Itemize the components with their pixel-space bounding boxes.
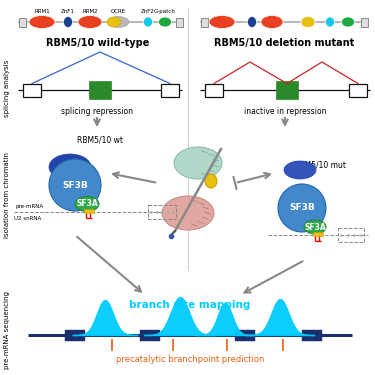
Text: OCRE: OCRE	[110, 9, 126, 14]
Text: branch site mapping: branch site mapping	[129, 300, 251, 310]
Bar	[276, 81, 298, 99]
Ellipse shape	[304, 220, 326, 234]
Ellipse shape	[49, 154, 91, 180]
Text: SF3B: SF3B	[62, 180, 88, 189]
Ellipse shape	[209, 15, 235, 28]
Text: RBM5/10 deletion mutant: RBM5/10 deletion mutant	[214, 38, 354, 48]
Text: isolation from chromatin: isolation from chromatin	[4, 152, 10, 238]
Text: inactive in repression: inactive in repression	[244, 107, 326, 116]
Bar	[302, 330, 322, 340]
Ellipse shape	[248, 16, 256, 27]
Circle shape	[278, 184, 326, 232]
Bar	[23, 84, 41, 96]
Text: SF3A: SF3A	[76, 200, 98, 208]
Bar	[18, 18, 26, 27]
Text: ZnF2: ZnF2	[141, 9, 155, 14]
Text: U2 snRNA: U2 snRNA	[14, 216, 41, 221]
Bar	[205, 84, 223, 96]
Text: pre-mRNA: pre-mRNA	[16, 204, 44, 209]
Ellipse shape	[29, 15, 55, 28]
Ellipse shape	[301, 16, 315, 27]
Text: splicing analysis: splicing analysis	[4, 59, 10, 117]
Text: G-patch: G-patch	[154, 9, 176, 14]
Bar	[161, 84, 179, 96]
Ellipse shape	[326, 17, 334, 27]
Bar	[349, 84, 367, 96]
Bar	[201, 18, 207, 27]
Bar	[84, 209, 94, 213]
Circle shape	[49, 159, 101, 211]
Text: splicing repression: splicing repression	[61, 107, 133, 116]
Text: RBM5/10 wild-type: RBM5/10 wild-type	[46, 38, 150, 48]
Ellipse shape	[342, 17, 354, 27]
Text: SF3A: SF3A	[304, 222, 326, 231]
Ellipse shape	[144, 17, 153, 27]
Ellipse shape	[63, 16, 72, 27]
Text: RRM1: RRM1	[34, 9, 50, 14]
Text: SF3B: SF3B	[289, 204, 315, 213]
Ellipse shape	[284, 161, 316, 179]
Bar	[360, 18, 368, 27]
Ellipse shape	[107, 17, 121, 27]
Bar	[89, 81, 111, 99]
Bar	[313, 232, 323, 236]
Text: RRM2: RRM2	[82, 9, 98, 14]
Ellipse shape	[261, 15, 283, 28]
Ellipse shape	[75, 196, 99, 211]
Text: pre-mRNA sequencing: pre-mRNA sequencing	[4, 291, 10, 369]
Ellipse shape	[107, 16, 129, 27]
Bar	[140, 330, 160, 340]
Text: ZnF1: ZnF1	[61, 9, 75, 14]
Ellipse shape	[78, 15, 102, 28]
Bar	[176, 18, 183, 27]
Ellipse shape	[174, 147, 222, 179]
Text: RBM5/10 mut: RBM5/10 mut	[294, 160, 346, 170]
Ellipse shape	[159, 17, 171, 27]
Ellipse shape	[162, 196, 214, 230]
Ellipse shape	[205, 174, 217, 188]
Bar	[235, 330, 255, 340]
Text: precatalytic branchpoint prediction: precatalytic branchpoint prediction	[116, 356, 264, 364]
Text: RBM5/10 wt: RBM5/10 wt	[77, 135, 123, 144]
Bar	[65, 330, 85, 340]
